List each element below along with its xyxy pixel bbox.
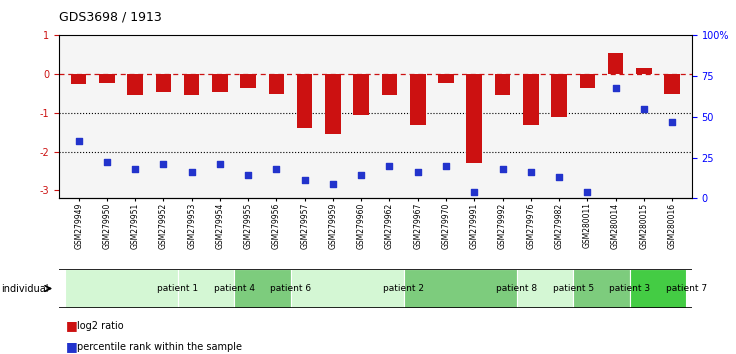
Point [581,189,593,195]
Bar [155,74,171,92]
Bar [438,74,454,83]
Point [412,169,424,175]
Bar [65,269,177,308]
Text: ■: ■ [66,319,78,332]
Bar [71,74,86,84]
Text: patient 4: patient 4 [213,284,255,293]
Text: patient 2: patient 2 [383,284,424,293]
Bar [403,269,517,308]
Point [185,169,197,175]
Text: individual: individual [1,284,49,293]
Text: patient 7: patient 7 [665,284,707,293]
Bar [184,74,199,96]
Text: patient 5: patient 5 [553,284,594,293]
Point [101,160,113,165]
Text: patient 1: patient 1 [157,284,198,293]
Point [553,174,565,180]
Point [497,166,509,172]
Bar [517,269,573,308]
Point [666,119,678,125]
Point [271,166,283,172]
Point [609,85,621,90]
Bar [573,269,630,308]
Bar [608,53,623,74]
Bar [212,74,227,92]
Bar [636,68,651,74]
Point [73,138,85,144]
Bar [579,74,595,88]
Point [327,181,339,187]
Point [242,173,254,178]
Bar [382,74,397,96]
Bar [177,269,234,308]
Point [355,173,367,178]
Bar [241,74,256,88]
Point [214,161,226,167]
Bar [495,74,510,96]
Text: patient 3: patient 3 [609,284,650,293]
Text: GDS3698 / 1913: GDS3698 / 1913 [59,11,162,24]
Bar [410,74,425,125]
Bar [297,74,313,129]
Bar [127,74,143,96]
Point [440,163,452,169]
Bar [523,74,539,125]
Point [130,166,141,172]
Bar [665,74,680,93]
Point [638,106,650,112]
Bar [269,74,284,93]
Text: patient 6: patient 6 [270,284,311,293]
Bar [551,74,567,117]
Bar [99,74,115,83]
Bar [630,269,686,308]
Text: ■: ■ [66,341,78,353]
Bar [353,74,369,115]
Point [525,169,537,175]
Text: patient 8: patient 8 [496,284,537,293]
Bar [291,269,403,308]
Point [383,163,395,169]
Bar [467,74,482,163]
Point [299,177,311,183]
Point [468,189,480,195]
Point [158,161,169,167]
Bar [234,269,291,308]
Text: log2 ratio: log2 ratio [77,321,124,331]
Bar [325,74,341,134]
Text: percentile rank within the sample: percentile rank within the sample [77,342,242,352]
